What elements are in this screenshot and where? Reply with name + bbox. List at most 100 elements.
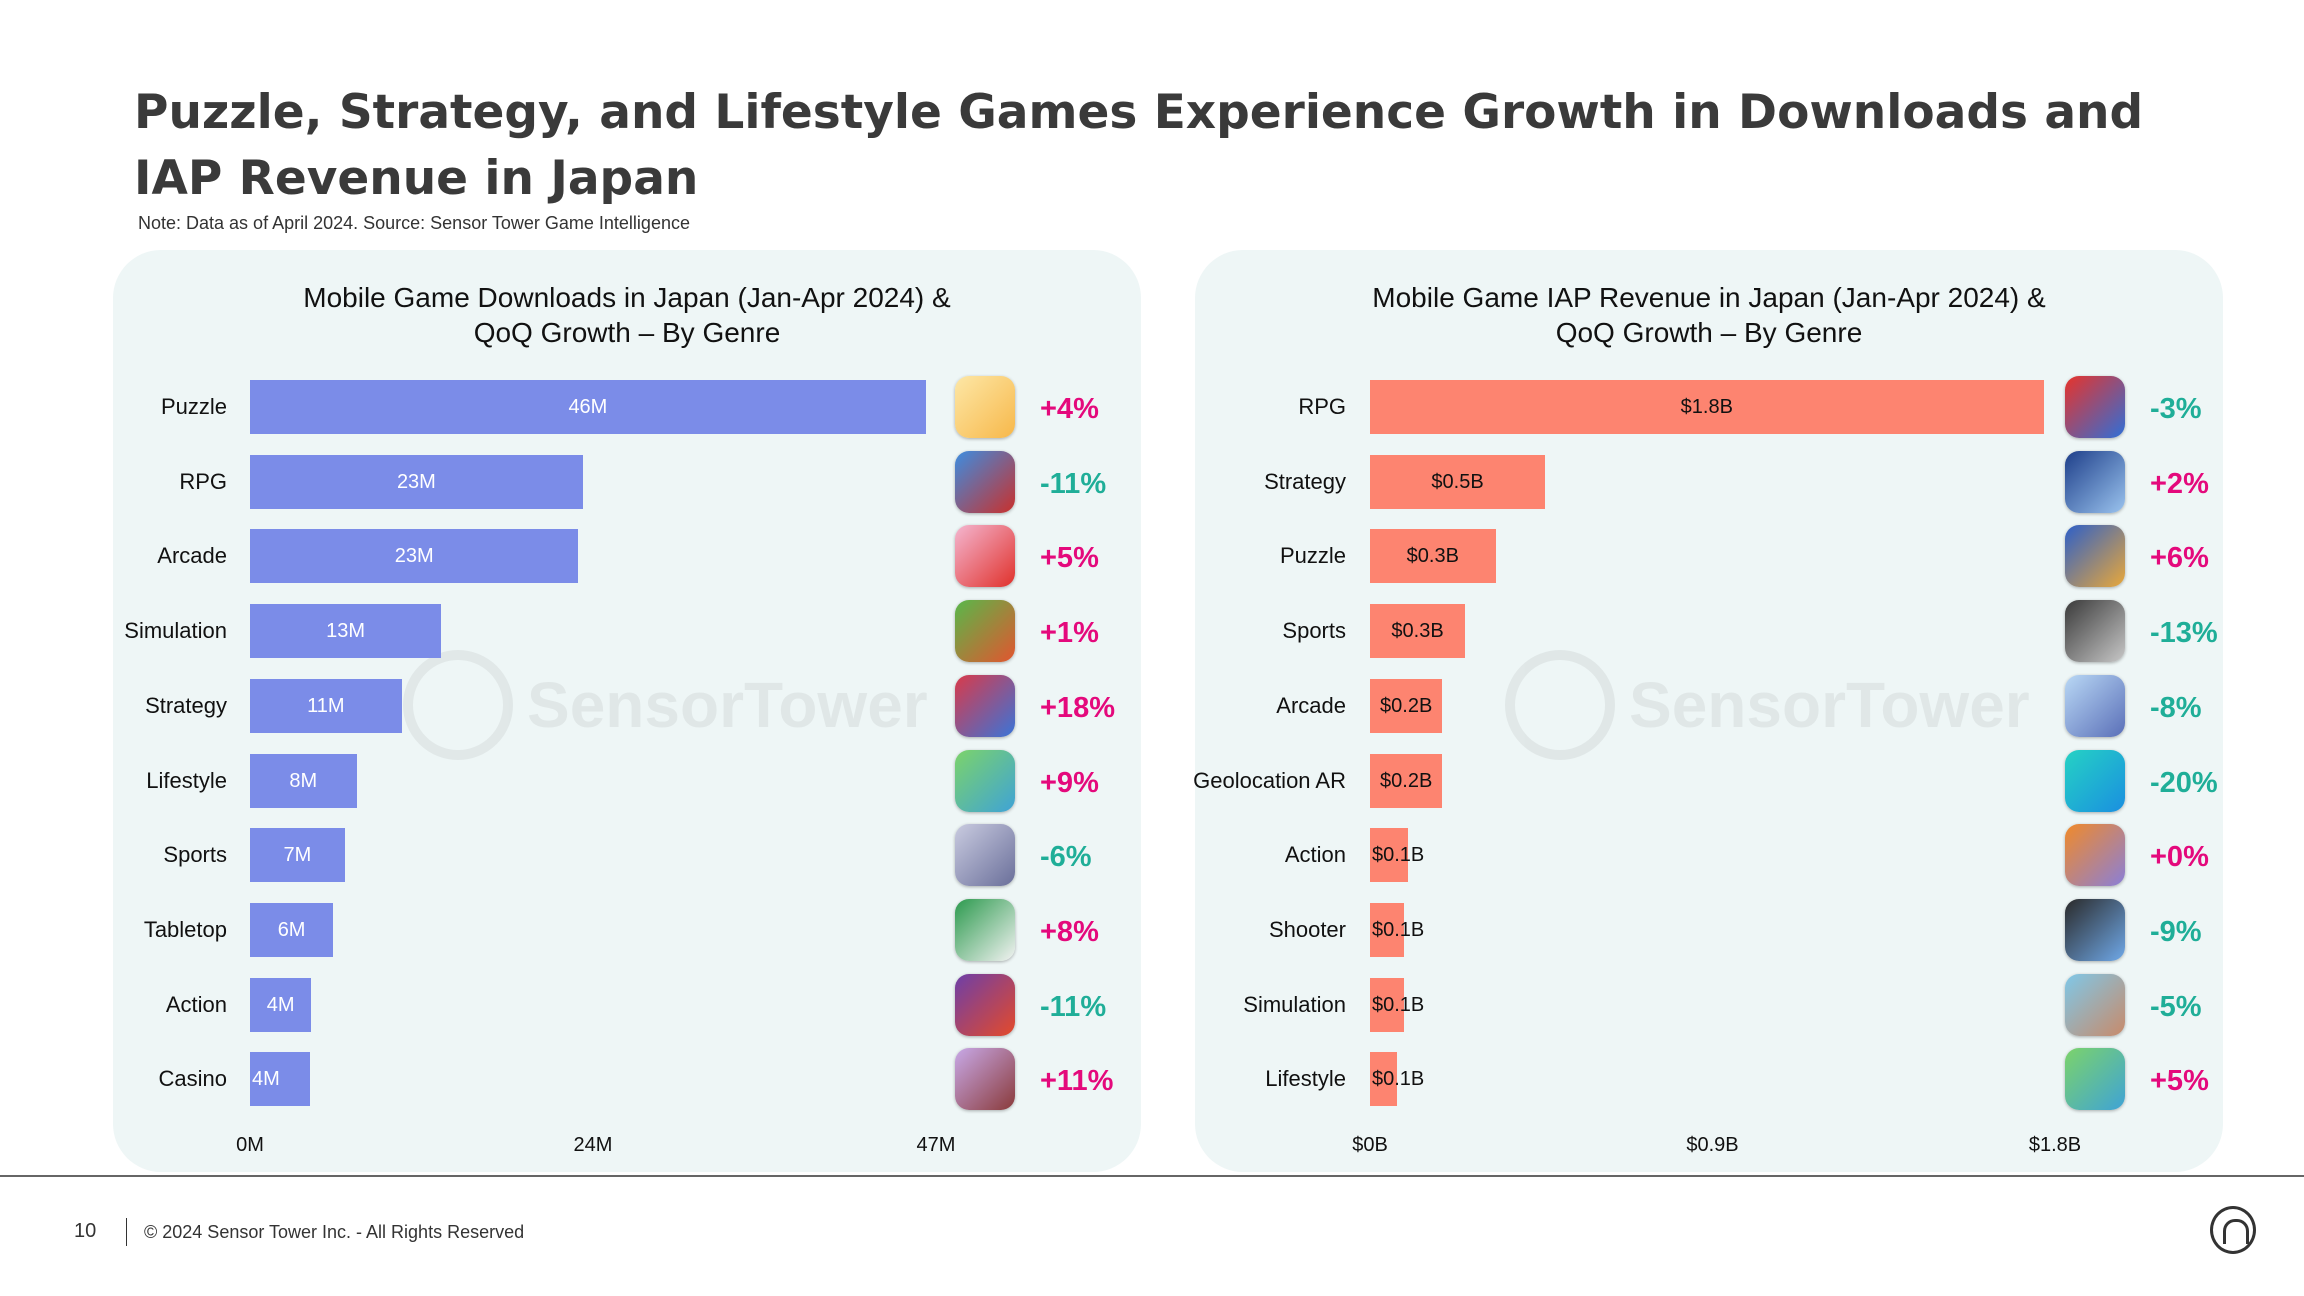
sensortower-logo-icon (2210, 1206, 2256, 1254)
category-label: Arcade (1276, 692, 1346, 718)
qoq-growth-label: +0% (2150, 841, 2209, 874)
downloads-row: RPG 23M -11% (113, 450, 1141, 513)
category-label: RPG (179, 468, 227, 494)
downloads-row: Action 4M -11% (113, 973, 1141, 1036)
revenue-bar (1370, 380, 2044, 434)
watermark-logo-icon (1505, 650, 1615, 760)
top-game-app-icon (955, 973, 1015, 1036)
revenue-row: Arcade $0.2B -8% (1195, 674, 2223, 737)
downloads-row: Casino 4M +11% (113, 1048, 1141, 1111)
bar-value-label: 6M (277, 918, 306, 941)
downloads-row: Tabletop 6M +8% (113, 898, 1141, 961)
category-label: Simulation (124, 618, 227, 644)
bar-value-label: $1.8B (1680, 396, 1733, 418)
category-label: Shooter (1268, 916, 1346, 942)
top-game-app-icon (955, 674, 1015, 737)
category-label: Tabletop (143, 916, 227, 942)
qoq-growth-label: -9% (2150, 915, 2202, 948)
footer-divider (0, 1175, 2304, 1177)
qoq-growth-label: +5% (2150, 1065, 2209, 1098)
qoq-growth-label: +4% (1040, 393, 1099, 425)
bar-value-label: $0.2B (1380, 769, 1433, 792)
qoq-growth-label: -13% (2150, 617, 2218, 650)
watermark-logo-icon (403, 650, 513, 760)
qoq-growth-label: +11% (1040, 1065, 1114, 1098)
downloads-bar (250, 678, 402, 733)
qoq-growth-label: +8% (1040, 915, 1099, 948)
footer-separator (126, 1218, 127, 1246)
qoq-growth-label: +2% (2150, 467, 2209, 500)
bar-value-label: 23M (396, 470, 436, 493)
qoq-growth-label: -6% (1040, 841, 1092, 874)
downloads-bar (250, 902, 334, 957)
bar-value-label: 11M (307, 694, 345, 717)
category-label: Lifestyle (146, 767, 227, 793)
revenue-chart-title: Mobile Game IAP Revenue in Japan (Jan-Ap… (1195, 280, 2223, 350)
revenue-bar (1370, 977, 1405, 1032)
category-label: Puzzle (1279, 543, 1346, 569)
qoq-growth-label: +18% (1040, 691, 1115, 724)
page-title: Puzzle, Strategy, and Lifestyle Games Ex… (134, 85, 2144, 206)
page-number: 10 (74, 1220, 97, 1242)
qoq-growth-label: -11% (1040, 467, 1107, 500)
bar-value-label: $0.3B (1391, 620, 1444, 643)
downloads-chart-panel: Mobile Game Downloads in Japan (Jan-Apr … (113, 250, 1141, 1172)
downloads-row: Puzzle 46M +4% (113, 376, 1141, 438)
watermark-text: SensorTower (1629, 669, 2030, 741)
top-game-app-icon (2065, 525, 2125, 588)
downloads-bar (250, 529, 579, 584)
revenue-row: RPG $1.8B -3% (1195, 376, 2223, 438)
category-label: Lifestyle (1265, 1066, 1346, 1092)
top-game-app-icon (2065, 749, 2125, 812)
downloads-bar (250, 1052, 310, 1107)
revenue-row: Shooter $0.1B -9% (1195, 898, 2223, 961)
category-label: Sports (163, 842, 227, 868)
category-label: Strategy (1264, 468, 1346, 494)
top-game-app-icon (2065, 1048, 2125, 1111)
downloads-chart-title-line-1: Mobile Game Downloads in Japan (Jan-Apr … (303, 282, 951, 313)
watermark-text: SensorTower (527, 669, 928, 741)
category-label: Strategy (145, 692, 227, 718)
downloads-row: Strategy 11M +18% (113, 674, 1141, 737)
revenue-row: Lifestyle $0.1B +5% (1195, 1048, 2223, 1111)
category-label: RPG (1298, 394, 1346, 419)
category-label: Simulation (1243, 991, 1346, 1017)
category-label: Action (165, 991, 227, 1017)
bar-value-label: 7M (283, 844, 312, 867)
bar-value-label: $0.1B (1372, 1068, 1425, 1091)
downloads-chart-title: Mobile Game Downloads in Japan (Jan-Apr … (113, 280, 1141, 350)
category-label: Casino (158, 1066, 227, 1092)
bar-value-label: $0.1B (1372, 918, 1425, 941)
top-game-app-icon (955, 600, 1015, 663)
downloads-row: Sports 7M -6% (113, 824, 1141, 887)
downloads-bar (250, 454, 583, 509)
bar-value-label: $0.5B (1431, 470, 1484, 493)
qoq-growth-label: +6% (2150, 542, 2209, 575)
downloads-bar (250, 604, 442, 659)
downloads-bar (250, 828, 345, 883)
category-label: Geolocation AR (1193, 767, 1346, 793)
bar-value-label: $0.1B (1372, 993, 1425, 1016)
top-game-app-icon (2065, 824, 2125, 887)
revenue-bar (1370, 529, 1496, 584)
downloads-row: Lifestyle 8M +9% (113, 749, 1141, 812)
revenue-row: Geolocation AR $0.2B -20% (1193, 749, 2223, 812)
revenue-bar (1370, 753, 1443, 808)
downloads-axis-tick: 24M (573, 1134, 613, 1156)
top-game-app-icon (2065, 674, 2125, 737)
bar-value-label: $0.1B (1372, 844, 1425, 867)
downloads-axis-tick: 47M (916, 1134, 956, 1156)
bar-value-label: $0.2B (1380, 694, 1433, 717)
revenue-bar (1370, 604, 1466, 659)
qoq-growth-label: -3% (2150, 393, 2202, 425)
qoq-growth-label: -8% (2150, 691, 2202, 724)
top-game-app-icon (2065, 973, 2125, 1036)
downloads-axis-tick: 0M (236, 1134, 264, 1156)
qoq-growth-label: +5% (1040, 542, 1099, 575)
downloads-chart-title-line-2: QoQ Growth – By Genre (473, 317, 781, 348)
downloads-bar (250, 753, 357, 808)
qoq-growth-label: +1% (1040, 617, 1099, 650)
qoq-growth-label: +9% (1040, 766, 1099, 799)
bar-value-label: $0.3B (1406, 545, 1459, 568)
top-game-app-icon (2065, 450, 2125, 513)
